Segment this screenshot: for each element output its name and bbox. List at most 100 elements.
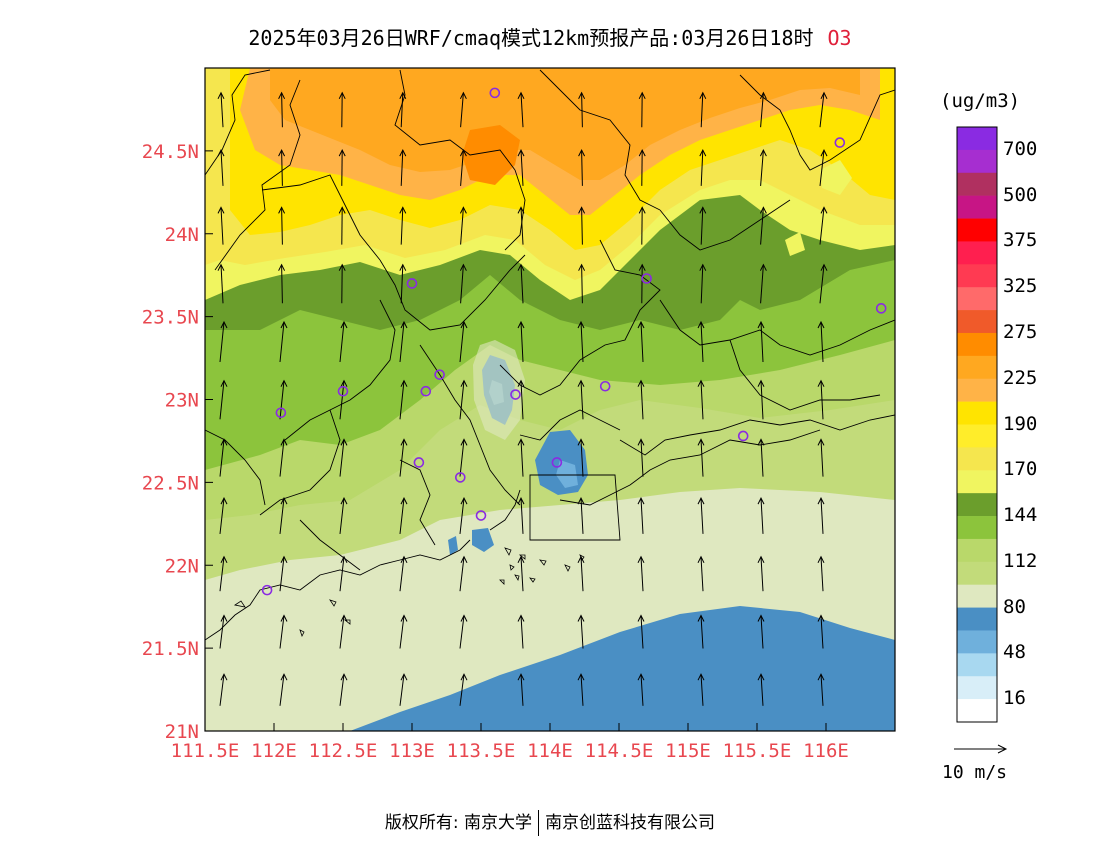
wind-arrow xyxy=(278,148,286,186)
wind-arrow xyxy=(759,148,767,186)
wind-arrow xyxy=(638,91,646,128)
legend-label: 170 xyxy=(1003,458,1038,481)
wind-reference-arrow xyxy=(954,744,1008,754)
wind-arrow xyxy=(279,438,288,477)
station-marker xyxy=(641,273,652,284)
lat-label: 24N xyxy=(165,224,199,246)
wind-arrow xyxy=(399,206,407,245)
lat-label: 22.5N xyxy=(142,472,199,494)
lon-label: 113E xyxy=(389,740,435,762)
lon-label: 116E xyxy=(803,740,849,762)
station-marker xyxy=(420,385,432,397)
wind-arrow xyxy=(757,496,765,534)
lon-label: 114.5E xyxy=(585,740,654,762)
map-title: 2025年03月26日WRF/cmaq模式12km预报产品:03月26日18时 O… xyxy=(0,22,1100,51)
lat-label: 23N xyxy=(165,390,199,412)
legend-label: 325 xyxy=(1003,275,1038,298)
wind-arrow xyxy=(338,206,346,245)
wind-arrow xyxy=(759,91,767,128)
wind-arrow xyxy=(819,148,828,186)
wind-arrow xyxy=(459,673,468,706)
legend-label: 144 xyxy=(1003,504,1038,527)
legend-label: 375 xyxy=(1003,229,1038,252)
wind-arrow xyxy=(577,379,585,420)
wind-arrow xyxy=(759,206,767,245)
wind-arrow xyxy=(637,614,645,649)
wind-arrow xyxy=(459,379,468,420)
wind-arrow xyxy=(637,379,645,420)
colorbar-swatch xyxy=(957,630,997,654)
wind-arrow xyxy=(699,91,707,128)
wind-arrow xyxy=(279,320,288,363)
colorbar-swatch xyxy=(957,447,997,471)
wind-arrow xyxy=(339,438,348,477)
wind-arrow xyxy=(278,91,286,128)
wind-arrow xyxy=(517,496,525,534)
wind-arrow xyxy=(278,206,286,245)
wind-arrow xyxy=(757,673,765,706)
colorbar-swatch xyxy=(957,401,997,425)
footer-left: 版权所有: 南京大学 xyxy=(384,813,533,833)
wind-arrow xyxy=(279,555,288,592)
colorbar-swatch xyxy=(957,332,997,357)
wind-arrow xyxy=(699,148,707,186)
station-marker xyxy=(413,457,425,468)
wind-arrow xyxy=(578,263,586,304)
wind-arrow xyxy=(517,148,525,186)
title-species: O3 xyxy=(827,26,852,50)
station-marker xyxy=(875,303,887,314)
lon-label: 113.5E xyxy=(447,740,516,762)
wind-arrow xyxy=(338,91,346,128)
wind-arrow xyxy=(759,263,767,304)
wind-arrow xyxy=(338,263,346,304)
wind-arrow xyxy=(637,438,645,477)
wind-arrow xyxy=(217,148,225,186)
wind-arrow xyxy=(577,320,585,363)
wind-arrow xyxy=(339,320,348,363)
lon-label: 115.5E xyxy=(723,740,792,762)
wind-arrow xyxy=(399,148,407,186)
wind-arrow xyxy=(817,673,825,706)
wind-arrow xyxy=(757,379,765,420)
wind-arrow xyxy=(637,555,645,592)
station-marker xyxy=(337,385,349,397)
colorbar-swatch xyxy=(957,470,997,494)
lat-label: 22N xyxy=(165,555,199,577)
wind-arrow xyxy=(279,379,288,420)
colorbar-swatch xyxy=(957,127,997,151)
wind-arrow xyxy=(517,379,525,420)
wind-arrow xyxy=(638,263,646,304)
lon-label: 114E xyxy=(527,740,573,762)
wind-arrow xyxy=(517,320,525,363)
wind-arrow xyxy=(217,91,225,128)
lon-label: 112.5E xyxy=(309,740,378,762)
colorbar-swatch xyxy=(957,310,997,334)
legend-label: 48 xyxy=(1003,641,1026,664)
wind-arrow xyxy=(517,91,525,128)
station-marker xyxy=(737,430,749,442)
title-main: 2025年03月26日WRF/cmaq模式12km预报产品:03月26日18时 xyxy=(248,26,814,50)
wind-arrow xyxy=(637,673,645,706)
wind-arrow xyxy=(577,555,585,592)
wind-arrow xyxy=(459,438,468,477)
wind-arrow xyxy=(399,379,408,420)
footer-separator xyxy=(538,810,540,836)
wind-arrow xyxy=(757,320,765,363)
wind-arrow xyxy=(219,320,228,363)
wind-arrow xyxy=(699,263,707,304)
wind-arrow xyxy=(339,496,348,534)
wind-arrow xyxy=(219,673,228,706)
wind-arrow xyxy=(817,555,825,592)
wind-arrow xyxy=(278,263,286,304)
legend-label: 700 xyxy=(1003,137,1038,160)
wind-arrow xyxy=(279,614,288,649)
lat-label: 23.5N xyxy=(142,307,199,329)
wind-arrow xyxy=(817,438,825,477)
station-marker xyxy=(406,278,418,289)
wind-arrow xyxy=(578,206,586,245)
wind-vectors xyxy=(217,91,828,706)
wind-arrow xyxy=(817,379,825,420)
wind-arrow xyxy=(578,91,586,128)
station-marker xyxy=(489,87,501,99)
